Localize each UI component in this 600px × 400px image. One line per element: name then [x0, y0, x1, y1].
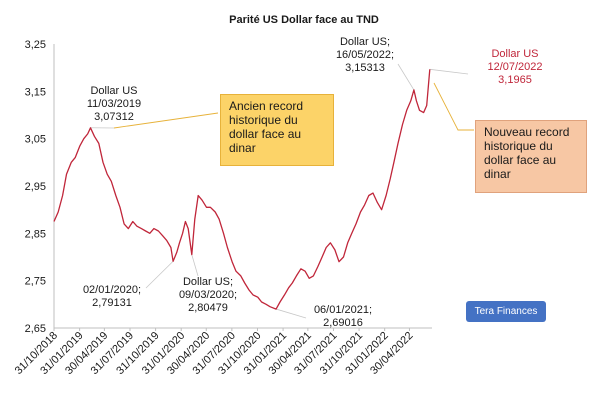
y-tick-label: 2,85	[25, 228, 46, 240]
annotation-label: 3,1965	[498, 74, 532, 86]
y-tick-label: 2,95	[25, 181, 46, 193]
tera-finances-badge: Tera Finances	[466, 301, 546, 322]
y-tick-label: 3,25	[25, 39, 46, 51]
annotation-label: 3,07312	[94, 111, 134, 123]
annotation-leader-line	[429, 68, 469, 75]
annotation-label: 09/03/2020;	[179, 289, 237, 301]
old-record-callout: Ancien record historique du dollar face …	[220, 94, 334, 166]
annotation-leader-line	[276, 308, 307, 319]
annotation-leader-line	[397, 63, 415, 91]
axes	[53, 44, 432, 329]
annotation-leader-lines	[90, 63, 474, 319]
annotation-label: 06/01/2021;	[314, 304, 372, 316]
y-tick-label: 3,05	[25, 134, 46, 146]
annotation-label: Dollar US;	[340, 36, 390, 48]
series-line-usd-tnd	[53, 69, 431, 310]
annotation-label: 2,69016	[323, 317, 363, 329]
data-annotations: Dollar US11/03/20193,0731202/01/2020;2,7…	[83, 36, 543, 329]
old-record-leader-line	[113, 112, 219, 129]
annotation-label: 3,15313	[345, 62, 385, 74]
y-tick-label: 2,75	[25, 276, 46, 288]
annotation-label: 11/03/2019	[87, 98, 141, 110]
new-record-leader-line	[433, 82, 474, 131]
y-axis-ticks: 2,65 2,75 2,85 2,95 3,05 3,15 3,25	[25, 39, 46, 335]
x-axis-ticks: 31/10/201831/01/201930/04/201931/07/2019…	[13, 328, 416, 377]
chart-title: Parité US Dollar face au TND	[229, 14, 379, 26]
y-tick-label: 2,65	[25, 323, 46, 335]
annotation-label: 12/07/2022	[487, 61, 542, 73]
annotation-leader-line	[191, 254, 199, 277]
annotation-label: Dollar US;	[183, 276, 233, 288]
annotation-label: 2,79131	[92, 297, 132, 309]
annotation-leader-line	[145, 260, 174, 289]
new-record-callout: Nouveau record historique du dollar face…	[475, 120, 587, 193]
annotation-label: 16/05/2022;	[336, 49, 394, 61]
annotation-label: 02/01/2020;	[83, 284, 141, 296]
y-tick-label: 3,15	[25, 86, 46, 98]
annotation-label: Dollar US	[90, 85, 137, 97]
annotation-label: 2,80479	[188, 302, 228, 314]
annotation-label: Dollar US	[491, 48, 538, 60]
